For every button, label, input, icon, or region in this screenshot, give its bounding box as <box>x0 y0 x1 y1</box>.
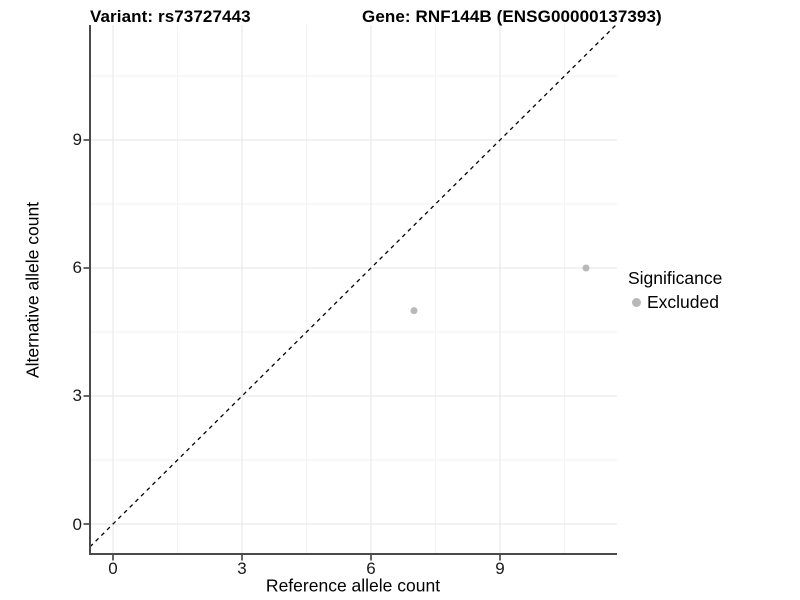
data-point <box>582 264 590 272</box>
data-point <box>410 307 418 315</box>
legend-point-icon <box>632 298 641 307</box>
legend: Significance Excluded <box>628 268 722 313</box>
y-tick-label: 6 <box>72 258 82 278</box>
gene-title: Gene: RNF144B (ENSG00000137393) <box>362 7 662 26</box>
legend-title: Significance <box>628 268 723 288</box>
y-tick-label: 9 <box>72 130 82 150</box>
x-axis-title: Reference allele count <box>265 575 441 596</box>
x-tick-label: 9 <box>495 559 505 578</box>
x-tick-label: 3 <box>237 559 247 578</box>
legend-item-label: Excluded <box>647 292 719 312</box>
y-tick-label: 0 <box>72 514 82 534</box>
x-tick-label: 0 <box>108 559 118 578</box>
identity-line <box>89 24 617 548</box>
legend-item: Excluded <box>628 292 722 313</box>
y-tick-label: 3 <box>72 386 82 406</box>
y-axis-title: Alternative allele count <box>22 201 43 379</box>
variant-title: Variant: rs73727443 <box>90 7 251 26</box>
x-tick-label: 6 <box>366 559 376 578</box>
